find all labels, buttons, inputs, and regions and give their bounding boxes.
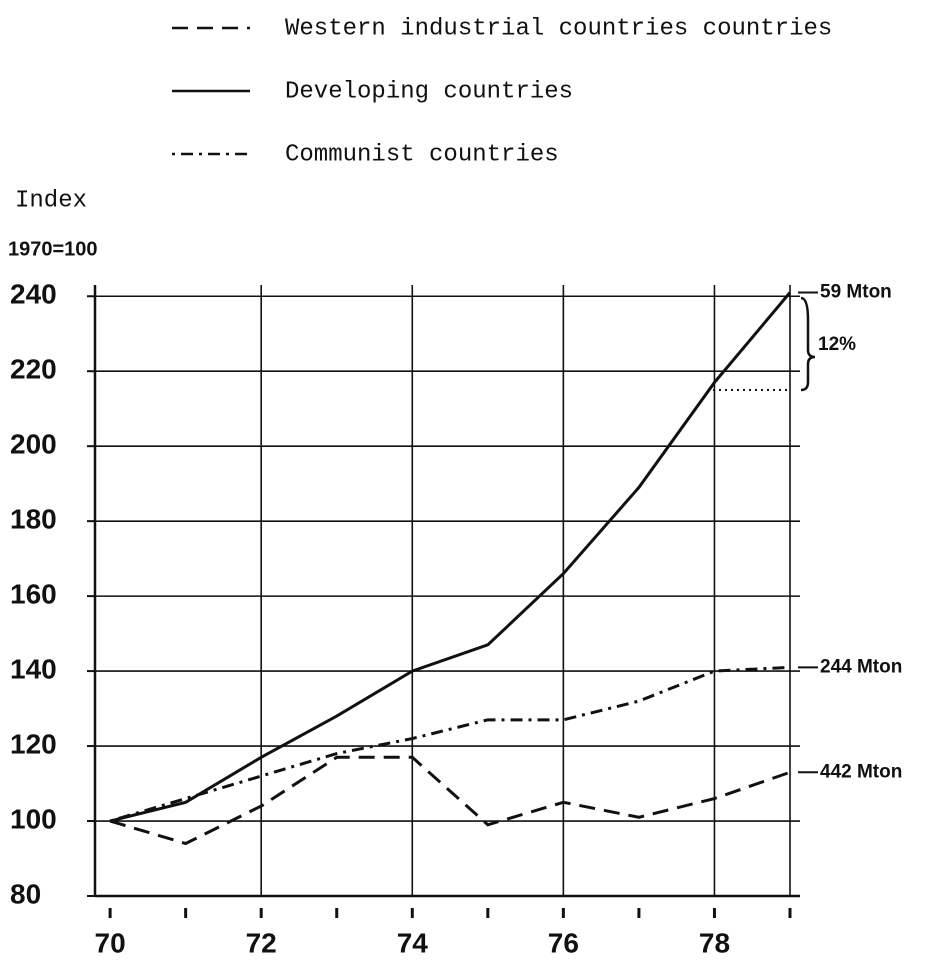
x-tick-label: 72 bbox=[246, 927, 277, 958]
y-tick-label: 120 bbox=[10, 728, 57, 759]
y-tick-label: 80 bbox=[10, 878, 41, 909]
y-tick-label: 240 bbox=[10, 279, 57, 310]
x-tick-label: 76 bbox=[548, 927, 579, 958]
bracket bbox=[800, 296, 816, 392]
y-tick-label: 200 bbox=[10, 429, 57, 460]
line-series bbox=[109, 665, 791, 823]
legend-label: Western industrial countries countries bbox=[285, 15, 832, 42]
y-tick-label: 100 bbox=[10, 803, 57, 834]
x-tick-label: 78 bbox=[699, 927, 730, 958]
line-series bbox=[109, 755, 791, 846]
y-tick-label: 180 bbox=[10, 504, 57, 535]
y-axis-sublabel: 1970=100 bbox=[8, 238, 98, 260]
legend-label: Communist countries bbox=[285, 141, 559, 168]
line-series bbox=[109, 291, 792, 823]
annotation: 12% bbox=[818, 334, 856, 355]
x-tick-label: 70 bbox=[95, 927, 126, 958]
end-label: 244 Mton bbox=[820, 656, 902, 677]
end-label: 442 Mton bbox=[820, 761, 902, 782]
end-label: 59 Mton bbox=[820, 282, 892, 303]
y-tick-label: 160 bbox=[10, 579, 57, 610]
x-tick-label: 74 bbox=[397, 927, 429, 958]
y-axis-label: Index bbox=[15, 187, 87, 214]
y-tick-label: 140 bbox=[10, 653, 57, 684]
y-tick-label: 220 bbox=[10, 354, 57, 385]
legend-label: Developing countries bbox=[285, 78, 573, 105]
